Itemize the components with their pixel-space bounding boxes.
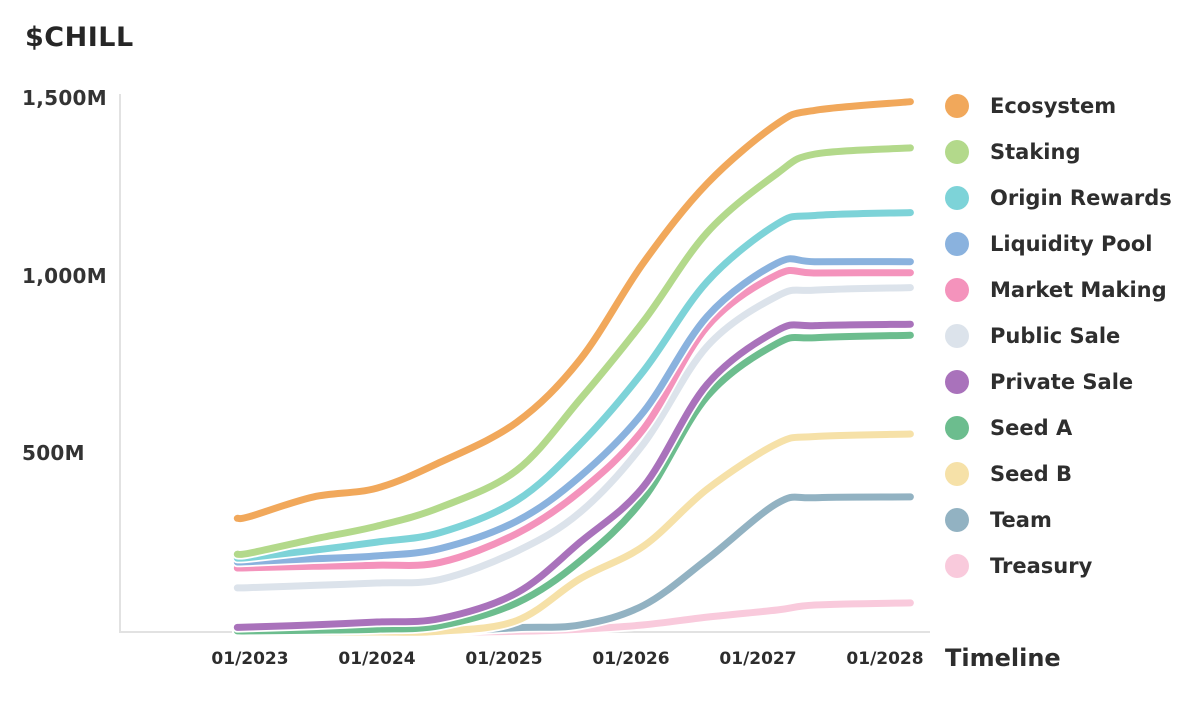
legend-label: Ecosystem <box>990 94 1117 118</box>
y-tick-label: 1,000M <box>22 263 107 288</box>
series-line-ecosystem <box>233 98 914 523</box>
legend-item-treasury: Treasury <box>945 543 1172 589</box>
legend-label: Staking <box>990 140 1081 164</box>
legend-label: Origin Rewards <box>990 186 1172 210</box>
legend-label: Treasury <box>990 554 1093 578</box>
legend-dot-market-making <box>945 278 969 302</box>
y-tick-label: 1,500M <box>22 85 107 110</box>
legend-item-seed-b: Seed B <box>945 451 1172 497</box>
series-line-private-sale <box>233 320 914 631</box>
legend-label: Team <box>990 508 1052 532</box>
series-line-market-making <box>233 266 914 572</box>
series-line-public-sale <box>233 284 914 592</box>
x-tick-label: 01/2024 <box>338 649 416 669</box>
legend-dot-staking <box>945 140 969 164</box>
series-group <box>232 96 916 638</box>
legend-item-origin-rewards: Origin Rewards <box>945 175 1172 221</box>
chart-title: $CHILL <box>25 22 134 53</box>
series-line-liquidity-pool <box>233 255 914 566</box>
legend-label: Market Making <box>990 278 1167 302</box>
x-axis-title: Timeline <box>945 644 1061 672</box>
legend-label: Seed B <box>990 462 1072 486</box>
x-tick-label: 01/2023 <box>211 649 289 669</box>
legend-item-seed-a: Seed A <box>945 405 1172 451</box>
legend-dot-private-sale <box>945 370 969 394</box>
series-line-seed-a <box>233 331 914 635</box>
legend-item-market-making: Market Making <box>945 267 1172 313</box>
legend-label: Liquidity Pool <box>990 232 1153 256</box>
legend-dot-team <box>945 508 969 532</box>
chart-legend: Ecosystem Staking Origin Rewards Liquidity … <box>945 83 1172 589</box>
legend-dot-treasury <box>945 554 969 578</box>
series-line-staking <box>233 144 914 559</box>
legend-item-liquidity-pool: Liquidity Pool <box>945 221 1172 267</box>
legend-item-ecosystem: Ecosystem <box>945 83 1172 129</box>
legend-label: Private Sale <box>990 370 1134 394</box>
legend-label: Seed A <box>990 416 1073 440</box>
legend-item-private-sale: Private Sale <box>945 359 1172 405</box>
legend-dot-seed-a <box>945 416 969 440</box>
legend-dot-liquidity-pool <box>945 232 969 256</box>
legend-dot-ecosystem <box>945 94 969 118</box>
x-tick-label: 01/2026 <box>592 649 670 669</box>
x-tick-label: 01/2027 <box>719 649 797 669</box>
series-line-origin-rewards <box>233 209 914 562</box>
y-tick-label: 500M <box>22 441 85 466</box>
legend-label: Public Sale <box>990 324 1121 348</box>
legend-item-public-sale: Public Sale <box>945 313 1172 359</box>
legend-dot-seed-b <box>945 462 969 486</box>
legend-item-team: Team <box>945 497 1172 543</box>
x-tick-label: 01/2028 <box>846 649 924 669</box>
legend-item-staking: Staking <box>945 129 1172 175</box>
legend-dot-public-sale <box>945 324 969 348</box>
x-tick-label: 01/2025 <box>465 649 543 669</box>
legend-dot-origin-rewards <box>945 186 969 210</box>
